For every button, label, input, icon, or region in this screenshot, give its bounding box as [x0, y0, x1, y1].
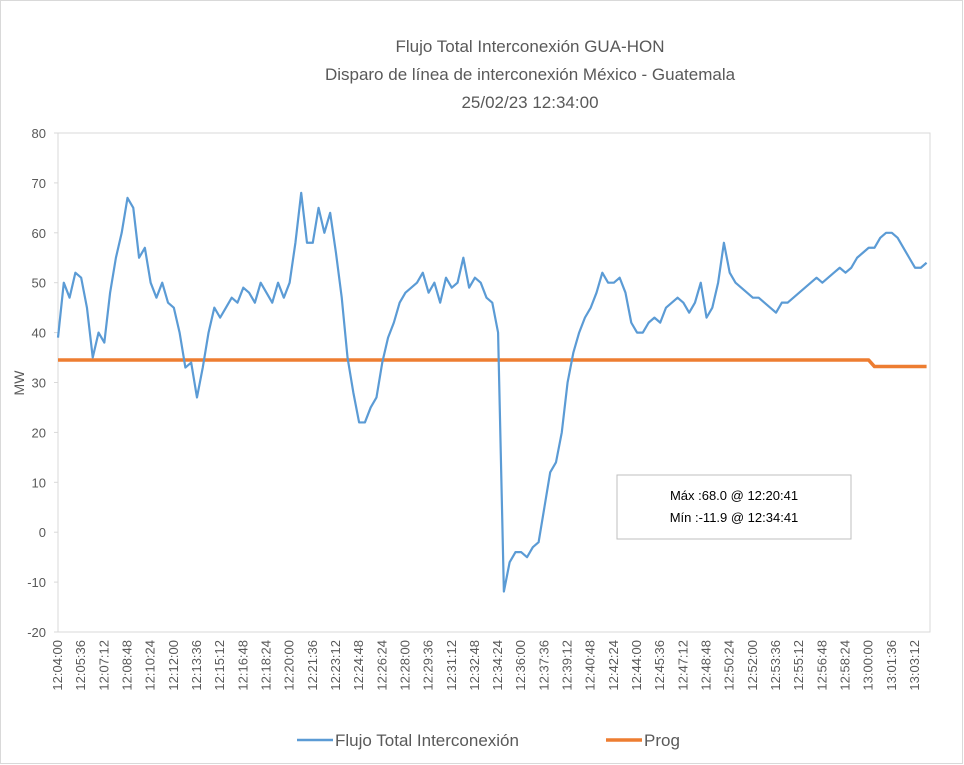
x-tick-label: 12:45:36 — [652, 640, 667, 691]
chart-title: Flujo Total Interconexión GUA-HON — [396, 37, 665, 56]
x-tick-label: 12:55:12 — [791, 640, 806, 691]
x-tick-label: 12:29:36 — [421, 640, 436, 691]
x-tick-label: 13:03:12 — [907, 640, 922, 691]
y-axis-label: MW — [11, 370, 27, 396]
annotation-box — [616, 474, 852, 540]
legend-label: Flujo Total Interconexión — [335, 731, 519, 750]
chart-date: 25/02/23 12:34:00 — [461, 93, 598, 112]
x-tick-label: 12:28:00 — [397, 640, 412, 691]
x-tick-label: 12:13:36 — [189, 640, 204, 691]
y-tick-label: 80 — [32, 126, 46, 141]
x-tick-label: 12:04:00 — [50, 640, 65, 691]
x-tick-label: 12:12:00 — [166, 640, 181, 691]
x-tick-label: 12:39:12 — [560, 640, 575, 691]
y-tick-label: 0 — [39, 525, 46, 540]
x-tick-label: 12:20:00 — [282, 640, 297, 691]
y-tick-label: 50 — [32, 276, 46, 291]
y-tick-label: -10 — [27, 575, 46, 590]
legend-label: Prog — [644, 731, 680, 750]
x-tick-label: 12:05:36 — [73, 640, 88, 691]
x-tick-label: 12:10:24 — [143, 640, 158, 691]
x-tick-label: 12:24:48 — [351, 640, 366, 691]
y-tick-label: 40 — [32, 326, 46, 341]
x-tick-label: 12:42:24 — [606, 640, 621, 691]
y-tick-label: 20 — [32, 425, 46, 440]
x-tick-label: 12:58:24 — [838, 640, 853, 691]
x-tick-label: 12:53:36 — [768, 640, 783, 691]
x-tick-label: 12:18:24 — [258, 640, 273, 691]
y-tick-label: 30 — [32, 376, 46, 391]
series-line — [56, 191, 928, 593]
y-tick-label: 70 — [32, 176, 46, 191]
annotation-min: Mín :-11.9 @ 12:34:41 — [670, 510, 799, 525]
x-tick-label: 12:15:12 — [212, 640, 227, 691]
x-tick-label: 12:08:48 — [119, 640, 134, 691]
x-tick-label: 12:36:00 — [513, 640, 528, 691]
x-tick-label: 12:34:24 — [490, 640, 505, 691]
y-tick-label: 10 — [32, 475, 46, 490]
x-tick-label: 12:31:12 — [444, 640, 459, 691]
x-tick-label: 12:56:48 — [814, 640, 829, 691]
x-tick-label: 13:00:00 — [861, 640, 876, 691]
chart-subtitle: Disparo de línea de interconexión México… — [325, 65, 736, 84]
x-tick-label: 13:01:36 — [884, 640, 899, 691]
x-tick-label: 12:32:48 — [467, 640, 482, 691]
x-tick-label: 12:48:48 — [699, 640, 714, 691]
x-tick-label: 12:50:24 — [722, 640, 737, 691]
x-tick-label: 12:16:48 — [235, 640, 250, 691]
y-tick-label: 60 — [32, 226, 46, 241]
x-tick-label: 12:37:36 — [536, 640, 551, 691]
x-tick-label: 12:26:24 — [374, 640, 389, 691]
x-tick-label: 12:44:00 — [629, 640, 644, 691]
x-tick-label: 12:47:12 — [675, 640, 690, 691]
x-tick-label: 12:23:12 — [328, 640, 343, 691]
x-tick-label: 12:21:36 — [305, 640, 320, 691]
y-tick-label: -20 — [27, 625, 46, 640]
x-tick-label: 12:52:00 — [745, 640, 760, 691]
x-tick-label: 12:07:12 — [96, 640, 111, 691]
annotation-max: Máx :68.0 @ 12:20:41 — [670, 488, 798, 503]
series-line — [58, 358, 927, 369]
x-tick-label: 12:40:48 — [583, 640, 598, 691]
